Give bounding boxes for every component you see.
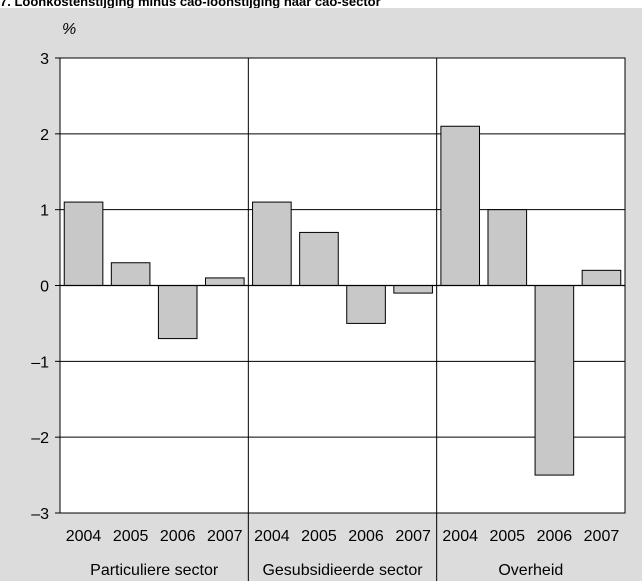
x-tick-label: 2004 <box>66 528 102 545</box>
x-tick-label: 2006 <box>537 528 573 545</box>
bar-2007-group-1 <box>393 285 433 294</box>
group-label: Gesubsidieerde sector <box>262 562 423 579</box>
x-tick-label: 2007 <box>584 528 620 545</box>
bar-2007-group-2 <box>581 269 622 287</box>
x-tick-label: 2004 <box>442 528 478 545</box>
x-tick-label: 2007 <box>395 528 431 545</box>
bar-2005-group-2 <box>487 209 528 287</box>
group-label: Particuliere sector <box>90 562 219 579</box>
bar-2006-group-2 <box>534 285 575 476</box>
bar-2004-group-2 <box>440 125 481 286</box>
x-tick-label: 2004 <box>254 528 290 545</box>
bar-2004-group-0 <box>63 201 104 286</box>
x-tick-label: 2005 <box>489 528 525 545</box>
x-tick-label: 2006 <box>348 528 384 545</box>
bar-2005-group-0 <box>110 262 151 286</box>
y-tick-label: –3 <box>31 506 49 523</box>
y-tick-label: –2 <box>31 430 49 447</box>
y-tick-label: 0 <box>40 279 49 296</box>
bar-2006-group-1 <box>346 285 386 324</box>
x-tick-label: 2006 <box>160 528 196 545</box>
x-tick-label: 2005 <box>113 528 149 545</box>
x-tick-label: 2005 <box>301 528 337 545</box>
bar-2004-group-1 <box>252 201 292 286</box>
group-label: Overheid <box>498 562 563 579</box>
y-tick-label: 1 <box>40 203 49 220</box>
bar-2005-group-1 <box>299 231 339 287</box>
y-axis-label: % <box>62 21 76 38</box>
plot-frame <box>59 57 626 514</box>
chart-title: 7. Loonkostenstijging minus cao-loonstij… <box>0 0 381 8</box>
bar-2007-group-0 <box>204 277 245 286</box>
x-tick-label: 2007 <box>207 528 243 545</box>
bar-2006-group-0 <box>157 285 198 340</box>
y-tick-label: 2 <box>40 127 49 144</box>
y-tick-label: –1 <box>31 354 49 371</box>
y-tick-label: 3 <box>40 51 49 68</box>
